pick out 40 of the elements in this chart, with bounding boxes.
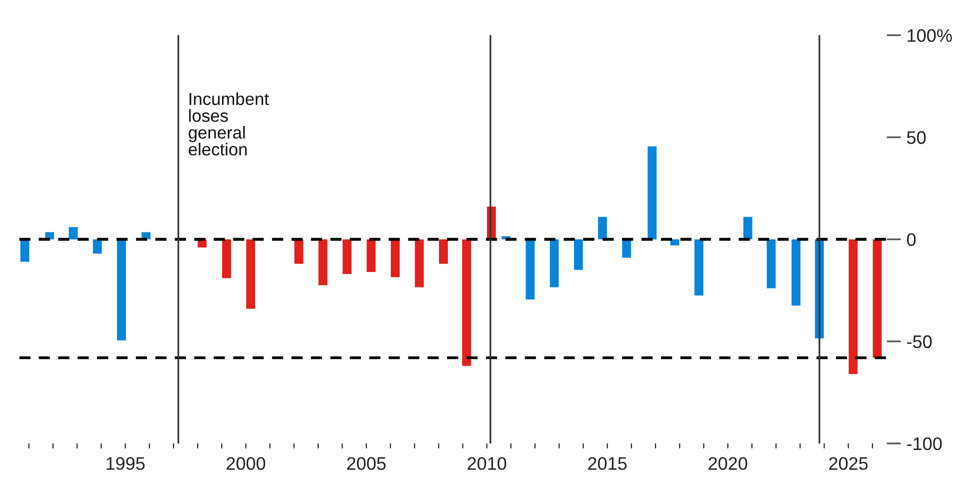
bar: [848, 239, 858, 374]
bar: [414, 239, 424, 288]
x-tick-label: 1995: [106, 457, 145, 470]
bar: [68, 227, 78, 240]
bar: [222, 239, 231, 278]
bar: [598, 216, 607, 240]
bar: [366, 239, 376, 272]
bar: [670, 239, 680, 246]
bar: [622, 239, 632, 258]
bar: [526, 239, 535, 300]
y-tick-label: -100: [907, 437, 942, 450]
bar: [872, 239, 882, 358]
bar: [318, 239, 328, 286]
bar: [342, 239, 352, 274]
bar: [574, 239, 583, 270]
bar: [294, 239, 304, 264]
y-tick-label: 0: [907, 233, 916, 246]
bar: [648, 146, 657, 240]
annotation: Incumbent loses general election: [188, 92, 269, 156]
x-tick-label: 2010: [468, 457, 506, 470]
bar: [743, 216, 752, 240]
y-tick-label: -50: [907, 335, 932, 348]
bar: [246, 239, 256, 309]
bar: [20, 239, 30, 262]
bar: [92, 239, 102, 254]
bar: [390, 239, 400, 278]
x-tick-label: 2020: [708, 457, 748, 470]
bar: [462, 239, 472, 366]
y-tick-label: 50: [907, 131, 926, 144]
x-tick-label: 2000: [226, 457, 266, 470]
bar: [766, 239, 776, 288]
bar: [694, 239, 704, 296]
x-tick-label: 2025: [829, 457, 868, 470]
y-tick-label: 100%: [908, 29, 952, 42]
bar: [117, 239, 126, 340]
bar: [438, 239, 448, 264]
bar: [550, 239, 559, 288]
x-tick-label: 2015: [588, 457, 627, 470]
x-tick-label: 2005: [347, 457, 386, 470]
bar: [792, 239, 800, 306]
